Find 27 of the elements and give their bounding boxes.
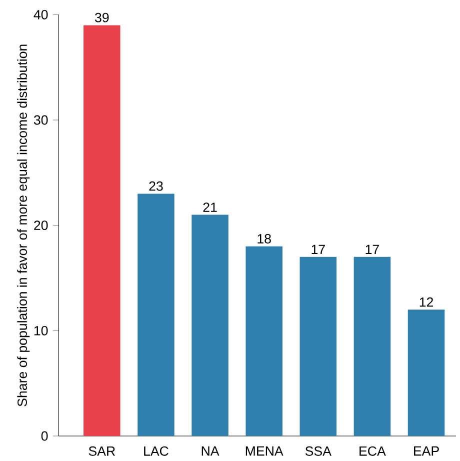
bar xyxy=(246,246,282,436)
y-axis-title: Share of population in favor of more equal income distribution xyxy=(17,44,30,406)
y-tick-label: 40 xyxy=(34,10,48,20)
x-tick-label: SSA xyxy=(305,446,332,456)
data-label: 18 xyxy=(258,234,271,244)
y-tick-label: 20 xyxy=(34,220,48,230)
bar xyxy=(192,214,228,436)
bar xyxy=(300,256,337,436)
data-label: 17 xyxy=(312,244,325,254)
data-label: 21 xyxy=(203,202,217,212)
y-tick-label: 0 xyxy=(41,431,48,441)
bar xyxy=(354,256,391,436)
bar xyxy=(408,310,445,436)
x-tick-label: ECA xyxy=(360,446,386,456)
y-tick-label: 10 xyxy=(34,326,48,336)
data-label: 17 xyxy=(366,244,379,254)
x-tick-label: MENA xyxy=(246,446,284,456)
data-label: 39 xyxy=(94,12,109,22)
x-tick-label: SAR xyxy=(88,446,115,456)
x-tick-label: EAP xyxy=(414,446,439,456)
y-tick-label: 30 xyxy=(34,115,48,125)
bar xyxy=(138,194,174,436)
data-label: 12 xyxy=(420,297,434,307)
x-tick-label: LAC xyxy=(144,446,168,456)
bar xyxy=(84,25,120,436)
x-tick-label: NA xyxy=(202,446,220,456)
data-label: 23 xyxy=(149,181,163,191)
